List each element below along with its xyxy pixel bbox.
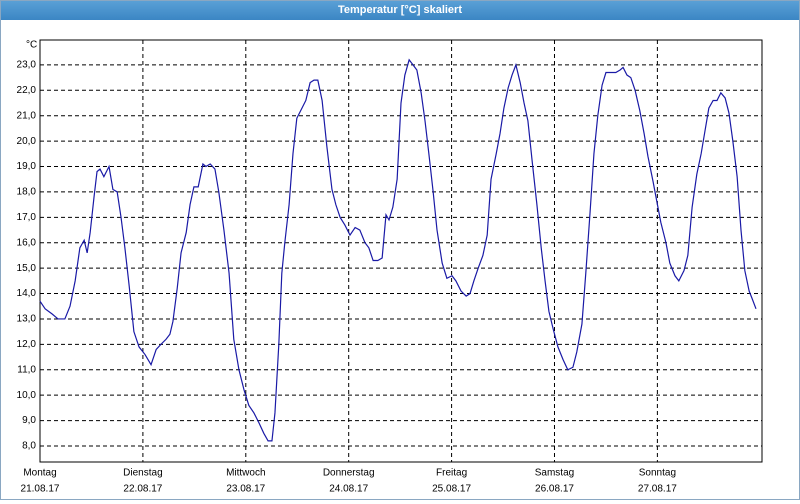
x-tick-label: Freitag (436, 468, 467, 479)
y-tick-label: 12,0 (17, 339, 37, 350)
x-tick-label: Montag (23, 468, 56, 479)
y-unit: °C (26, 40, 37, 51)
chart: °C 8,0 9,0 10,0 11,0 12,0 13,0 14,0 15,0 16,0 17,… (17, 39, 763, 495)
y-tick-label: 11,0 (17, 364, 36, 375)
x-tick-label: Donnerstag (323, 468, 375, 479)
y-tick-label: 17,0 (17, 212, 37, 223)
y-tick-label: 23,0 (17, 60, 37, 71)
x-tick-label: Mittwoch (226, 468, 265, 479)
y-tick-label: 14,0 (17, 288, 37, 299)
x-tick-label: Sonntag (639, 468, 676, 479)
x-tick-date: 24.08.17 (329, 484, 368, 495)
x-tick-date: 21.08.17 (21, 484, 60, 495)
y-tick-label: 19,0 (17, 161, 37, 172)
y-tick-label: 8,0 (22, 441, 36, 452)
x-tick-date: 27.08.17 (638, 484, 677, 495)
y-tick-label: 18,0 (17, 187, 37, 198)
y-tick-label: 10,0 (17, 390, 37, 401)
y-tick-label: 13,0 (17, 314, 37, 325)
y-tick-label: 9,0 (22, 415, 36, 426)
y-tick-label: 21,0 (17, 110, 37, 121)
x-tick-date: 26.08.17 (535, 484, 574, 495)
y-tick-label: 20,0 (17, 136, 37, 147)
y-tick-label: 22,0 (17, 85, 37, 96)
y-tick-label: 16,0 (17, 237, 37, 248)
x-tick-date: 22.08.17 (123, 484, 162, 495)
chart-title: Temperatur [°C] skaliert (1, 1, 799, 20)
x-tick-label: Dienstag (123, 468, 162, 479)
x-tick-date: 23.08.17 (226, 484, 265, 495)
data-line (39, 58, 757, 442)
x-tick-date: 25.08.17 (432, 484, 471, 495)
y-tick-label: 15,0 (17, 263, 37, 274)
x-tick-label: Samstag (535, 468, 574, 479)
